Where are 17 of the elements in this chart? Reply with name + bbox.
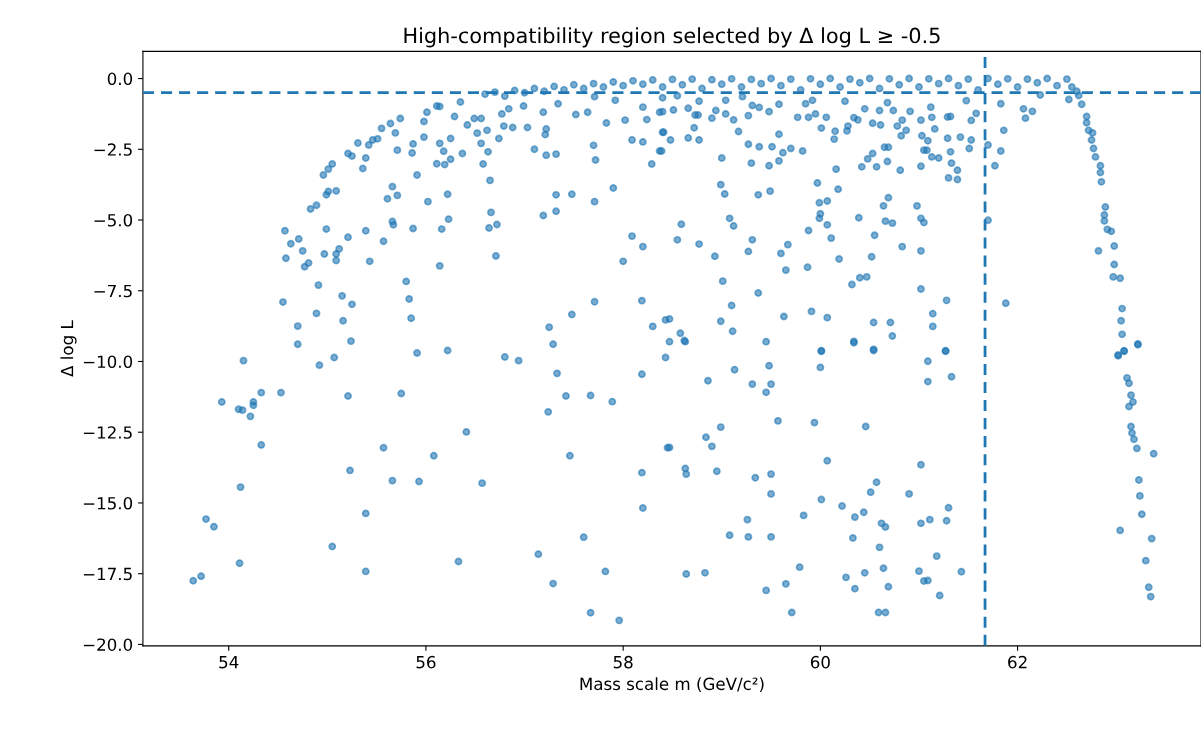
chart-title: High-compatibility region selected by Δ log L ≥ -0.5 [404, 27, 940, 48]
y-tick-label: −17.5 [83, 567, 132, 581]
y-tick-label: −10.0 [83, 355, 133, 369]
x-tick-label: 56 [416, 655, 436, 669]
x-tick-label: 62 [1008, 655, 1027, 669]
x-tick-label: 60 [810, 655, 830, 669]
y-tick-label: −15.0 [83, 496, 133, 510]
y-tick-label: −12.5 [83, 426, 132, 439]
x-axis-title: Mass scale m (GeV/c²) [580, 677, 764, 693]
y-tick-label: −20.0 [83, 638, 133, 651]
x-tick-label: 58 [613, 655, 633, 669]
y-tick-label: −7.5 [94, 284, 132, 298]
y-tick-label: 0.0 [107, 72, 133, 86]
y-tick-label: −2.5 [94, 143, 132, 156]
y-tick-label: −5.0 [94, 213, 133, 227]
x-tick-label: 54 [219, 656, 239, 669]
y-axis-title: Δ log L [60, 320, 77, 377]
